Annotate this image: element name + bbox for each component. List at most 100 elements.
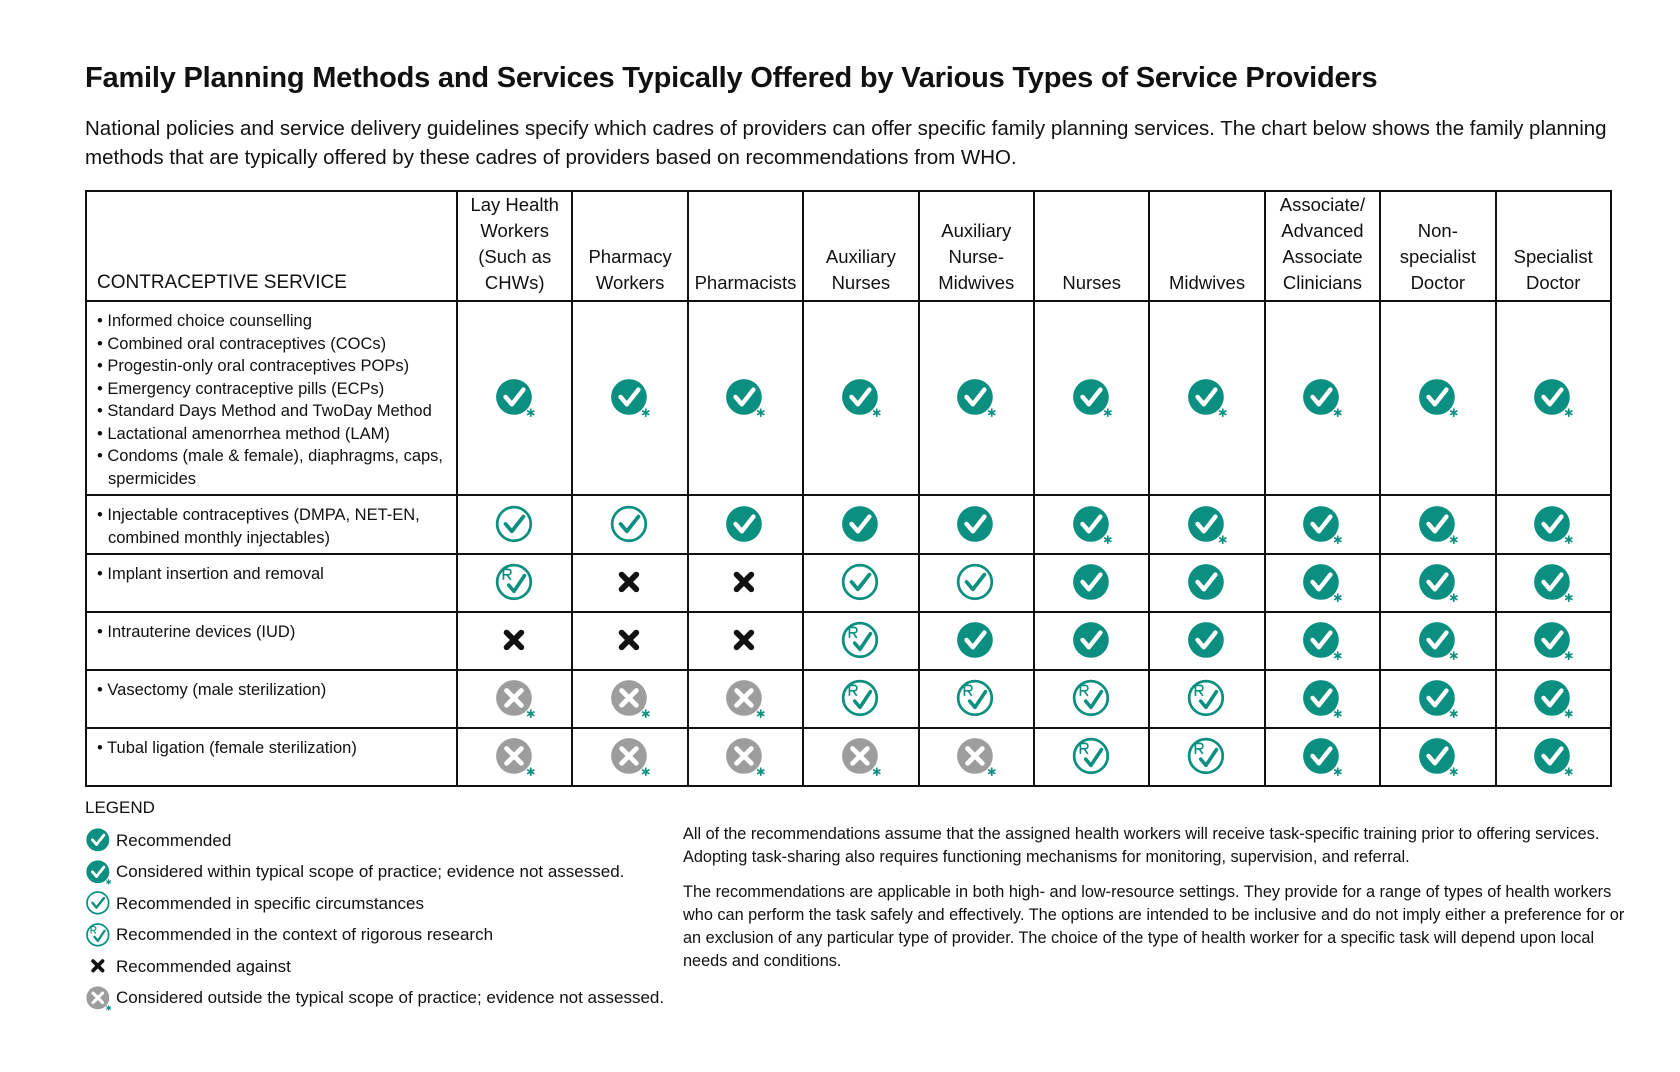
- status-icon: [1072, 564, 1109, 600]
- status-icon: [1072, 622, 1109, 658]
- status-icon: [1418, 622, 1458, 660]
- header-line: specialist: [1399, 246, 1476, 267]
- status-cell: [917, 553, 1035, 613]
- status-icon: [495, 738, 535, 776]
- status-cell: [802, 727, 920, 787]
- status-icon: [610, 505, 648, 542]
- status-icon: [841, 563, 878, 601]
- legend-label: Recommended in specific circumstances: [116, 893, 425, 913]
- status-cell: [1263, 611, 1382, 671]
- status-cell: [1032, 669, 1151, 729]
- column-header: Auxiliary Nurses: [802, 190, 920, 302]
- status-cell: [571, 611, 689, 671]
- status-cell: [1032, 553, 1151, 613]
- status-cell: [802, 300, 920, 496]
- status-cell: [1379, 300, 1497, 496]
- note-paragraph: All of the recommendations assume that t…: [683, 825, 1600, 866]
- status-cell: [1494, 553, 1612, 613]
- header-line: Specialist: [1513, 246, 1593, 267]
- status-cell: [917, 494, 1035, 555]
- status-icon: [495, 680, 535, 718]
- column-header: Non-specialist Doctor: [1379, 190, 1497, 302]
- status-cell: [1032, 300, 1151, 496]
- first-header: CONTRACEPTIVE SERVICE: [85, 190, 458, 302]
- status-cell: [1379, 553, 1497, 613]
- status-cell: [802, 494, 920, 555]
- status-cell: [686, 300, 805, 496]
- header-line: Pharmacy: [588, 246, 672, 267]
- header-line: Nurse-: [948, 246, 1005, 267]
- header-line: Doctor: [1525, 272, 1581, 293]
- status-cell: [686, 611, 805, 671]
- status-icon: [1188, 622, 1224, 658]
- service-cell: • Informed choice counselling • Combined …: [85, 300, 458, 496]
- status-icon: [957, 505, 994, 542]
- status-cell: [571, 553, 689, 613]
- status-cell: [917, 611, 1035, 671]
- status-icon: [86, 986, 112, 1011]
- service-item: • Combined oral contraceptives (COCs): [97, 334, 387, 353]
- service-item: • Progestin-only oral contraceptives POP…: [97, 357, 410, 375]
- status-cell: [1032, 494, 1151, 555]
- status-icon: [611, 379, 650, 417]
- title: Family Planning Methods and Services Typ…: [85, 62, 1378, 94]
- legend-item: Recommended against: [85, 951, 664, 983]
- status-icon: [618, 571, 640, 593]
- status-cell: [1379, 669, 1497, 729]
- status-cell: [1148, 494, 1266, 555]
- status-icon: [957, 379, 997, 417]
- header-line: Advanced: [1281, 220, 1364, 241]
- status-cell: [1263, 553, 1382, 613]
- service-item: • Emergency contraceptive pills (ECPs): [97, 379, 385, 398]
- status-cell: [1263, 494, 1382, 555]
- header-line: Associate: [1282, 246, 1363, 267]
- status-icon: [1534, 564, 1574, 602]
- status-cell: [686, 669, 805, 729]
- status-icon: [841, 621, 878, 659]
- status-cell: [1032, 611, 1151, 671]
- header-line: Doctor: [1410, 272, 1466, 293]
- header-line: Workers: [480, 220, 549, 241]
- header-line: Lay Health: [470, 194, 559, 215]
- status-icon: [841, 505, 878, 542]
- header-line: Nurses: [831, 272, 891, 293]
- status-icon: [957, 738, 997, 776]
- status-icon: [495, 379, 535, 417]
- status-icon: [1534, 680, 1574, 718]
- status-cell: [571, 494, 689, 555]
- status-cell: [917, 669, 1035, 729]
- service-cell: • Implant insertion and removal: [85, 553, 458, 613]
- legend-item: Recommended: [85, 825, 664, 857]
- legend: LEGEND Recommended Considered within typic…: [85, 798, 664, 1014]
- status-icon: [1534, 738, 1574, 776]
- status-icon: [1303, 680, 1343, 718]
- status-icon: [726, 680, 766, 718]
- status-icon: [1534, 505, 1574, 544]
- status-cell: [686, 553, 805, 613]
- legend-label: Considered within typical scope of pract…: [116, 862, 625, 882]
- status-cell: [1148, 727, 1266, 787]
- status-icon: [726, 738, 766, 776]
- header-line: Pharmacists: [694, 272, 797, 293]
- column-header: Associate/Advanced Associate Clinicians: [1263, 190, 1382, 302]
- status-cell: [1494, 727, 1612, 787]
- status-icon: [91, 959, 105, 973]
- status-cell: [1494, 611, 1612, 671]
- status-icon: [841, 679, 878, 717]
- status-cell: [1379, 611, 1497, 671]
- status-icon: [734, 571, 755, 593]
- status-icon: [1418, 680, 1458, 718]
- table-row: • Injectable contraceptives (DMPA, NET-E…: [85, 494, 1612, 555]
- status-icon: [1072, 737, 1109, 775]
- table-row: • Informed choice counselling • Combined …: [85, 300, 1612, 496]
- status-icon: [1303, 738, 1343, 776]
- header-line: (Such as: [478, 246, 552, 267]
- status-cell: [455, 611, 574, 671]
- status-cell: [455, 727, 574, 787]
- status-cell: [455, 494, 574, 555]
- status-cell: [1148, 669, 1266, 729]
- provider-table: CONTRACEPTIVE SERVICE Lay Health Workers (S…: [85, 190, 1612, 787]
- status-icon: [1534, 379, 1574, 417]
- status-icon: [1534, 622, 1574, 660]
- status-cell: [802, 553, 920, 613]
